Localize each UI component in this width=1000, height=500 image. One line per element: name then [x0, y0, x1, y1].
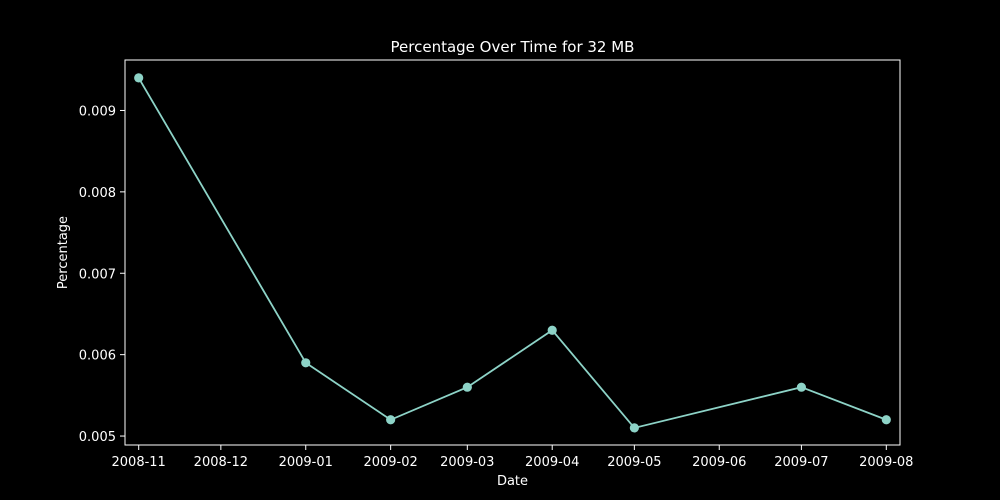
x-tick-label: 2009-04 [525, 455, 579, 470]
y-tick-label: 0.006 [79, 349, 116, 364]
x-tick-label: 2009-08 [859, 455, 913, 470]
data-point [301, 358, 311, 368]
data-point [134, 73, 144, 83]
y-tick-label: 0.008 [79, 186, 116, 201]
x-tick-label: 2009-06 [692, 455, 746, 470]
data-point [386, 415, 396, 425]
x-axis-ticks: 2008-11 2008-12 2009-01 2009-02 2009-03 2009-… [112, 445, 913, 470]
x-tick-label: 2008-11 [112, 455, 166, 470]
x-tick-label: 2009-02 [363, 455, 417, 470]
chart-title: Percentage Over Time for 32 MB [391, 38, 635, 56]
data-point [881, 415, 891, 425]
x-tick-label: 2009-07 [774, 455, 828, 470]
y-axis-label: Percentage [56, 216, 71, 289]
data-point [796, 382, 807, 392]
data-point [462, 382, 472, 392]
x-tick-label: 2009-01 [279, 455, 333, 470]
plot-frame [124, 59, 901, 446]
series-line [137, 77, 887, 429]
x-tick-label: 2009-03 [440, 455, 494, 470]
x-axis-label: Date [497, 474, 528, 489]
x-tick-label: 2008-12 [194, 455, 248, 470]
y-tick-label: 0.009 [79, 104, 116, 119]
y-tick-label: 0.007 [79, 267, 116, 282]
data-point [629, 423, 639, 433]
series-markers [134, 73, 891, 433]
y-axis-ticks: 0.005 0.006 0.007 0.008 0.009 [79, 104, 125, 445]
data-point [547, 325, 557, 335]
x-tick-label: 2009-05 [607, 455, 661, 470]
y-tick-label: 0.005 [79, 430, 116, 445]
